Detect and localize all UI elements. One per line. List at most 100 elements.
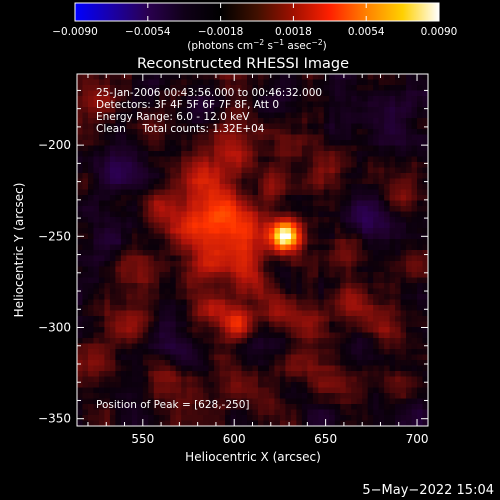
heatmap-cell	[268, 277, 275, 284]
heatmap-cell	[142, 156, 149, 163]
heatmap-cell	[318, 85, 325, 91]
heatmap-cell	[312, 112, 319, 119]
heatmap-cell	[225, 134, 231, 141]
heatmap-cell	[225, 112, 231, 119]
heatmap-cell	[367, 266, 374, 273]
heatmap-cell	[214, 382, 220, 388]
heatmap-cell	[230, 376, 237, 383]
heatmap-cell	[115, 74, 122, 80]
heatmap-cell	[164, 222, 171, 229]
heatmap-cell	[345, 321, 352, 328]
heatmap-cell	[307, 96, 314, 102]
heatmap-cell	[345, 233, 352, 240]
heatmap-cell	[115, 85, 122, 91]
heatmap-cell	[214, 354, 220, 361]
heatmap-cell	[422, 310, 429, 317]
heatmap-cell	[131, 371, 138, 377]
heatmap-cell	[93, 129, 100, 135]
heatmap-cell	[225, 79, 231, 86]
heatmap-cell	[400, 244, 407, 251]
heatmap-cell	[137, 294, 144, 300]
heatmap-cell	[159, 365, 166, 372]
heatmap-cell	[109, 200, 116, 207]
heatmap-cell	[318, 107, 325, 113]
heatmap-cell	[318, 134, 325, 141]
heatmap-cell	[252, 206, 259, 212]
heatmap-cell	[115, 261, 122, 267]
heatmap-cell	[334, 387, 341, 394]
heatmap-cell	[104, 173, 111, 179]
heatmap-cell	[340, 167, 347, 174]
heatmap-cell	[98, 255, 105, 262]
heatmap-cell	[395, 151, 401, 157]
heatmap-cell	[77, 415, 83, 421]
heatmap-cell	[422, 96, 429, 102]
heatmap-cell	[252, 189, 259, 196]
heatmap-cell	[290, 299, 297, 306]
heatmap-cell	[115, 255, 122, 262]
heatmap-cell	[186, 382, 193, 388]
heatmap-cell	[186, 140, 193, 146]
heatmap-cell	[164, 255, 171, 262]
heatmap-cell	[104, 316, 111, 322]
heatmap-cell	[170, 409, 177, 416]
heatmap-cell	[142, 404, 149, 410]
heatmap-cell	[252, 134, 259, 141]
heatmap-cell	[214, 123, 220, 130]
heatmap-cell	[181, 354, 188, 361]
heatmap-cell	[142, 107, 149, 113]
heatmap-cell	[181, 200, 188, 207]
heatmap-cell	[104, 338, 111, 344]
heatmap-cell	[98, 398, 105, 405]
heatmap-cell	[164, 332, 171, 339]
heatmap-cell	[153, 173, 160, 179]
heatmap-cell	[395, 420, 401, 427]
heatmap-cell	[109, 420, 116, 427]
heatmap-cell	[362, 85, 369, 91]
heatmap-cell	[257, 354, 264, 361]
heatmap-cell	[197, 233, 204, 240]
heatmap-cell	[257, 211, 264, 218]
heatmap-cell	[389, 85, 396, 91]
heatmap-cell	[334, 404, 341, 410]
heatmap-cell	[274, 349, 281, 355]
heatmap-cell	[219, 90, 226, 97]
heatmap-cell	[334, 184, 341, 190]
heatmap-cell	[148, 222, 155, 229]
heatmap-cell	[241, 316, 248, 322]
heatmap-cell	[181, 96, 188, 102]
heatmap-cell	[268, 123, 275, 130]
heatmap-cell	[192, 239, 199, 245]
heatmap-cell	[334, 244, 341, 251]
heatmap-cell	[131, 349, 138, 355]
heatmap-cell	[214, 173, 220, 179]
heatmap-cell	[384, 101, 391, 108]
heatmap-cell	[82, 332, 89, 339]
heatmap-cell	[82, 294, 89, 300]
heatmap-cell	[362, 123, 369, 130]
heatmap-cell	[351, 360, 358, 366]
heatmap-cell	[274, 118, 281, 124]
heatmap-cell	[345, 79, 352, 86]
heatmap-cell	[93, 376, 100, 383]
heatmap-cell	[236, 387, 242, 394]
heatmap-cell	[378, 206, 385, 212]
heatmap-cell	[257, 299, 264, 306]
heatmap-cell	[115, 393, 122, 399]
heatmap-cell	[181, 244, 188, 251]
heatmap-cell	[351, 376, 358, 383]
heatmap-cell	[230, 162, 237, 168]
heatmap-cell	[170, 294, 177, 300]
heatmap-cell	[373, 393, 380, 399]
heatmap-cell	[115, 266, 122, 273]
heatmap-cell	[137, 321, 144, 328]
heatmap-cell	[192, 272, 199, 278]
heatmap-cell	[422, 387, 429, 394]
heatmap-cell	[170, 327, 177, 333]
heatmap-cell	[274, 250, 281, 256]
heatmap-cell	[197, 74, 204, 80]
heatmap-cell	[318, 261, 325, 267]
heatmap-cell	[126, 266, 133, 273]
heatmap-cell	[98, 387, 105, 394]
heatmap-cell	[252, 365, 259, 372]
